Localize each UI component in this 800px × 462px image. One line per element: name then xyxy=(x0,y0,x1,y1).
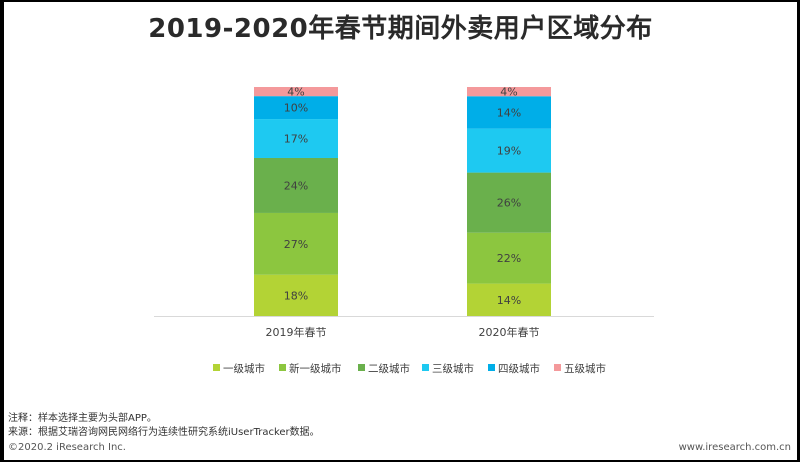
stacked-bar-chart: 18% 27% 24% 17% 10% 4% 2019年春节 14% 22% 26% 19% 14% 4… xyxy=(154,86,654,375)
data-label-2-6: 4% xyxy=(500,86,517,99)
bar-segment-2-4 xyxy=(467,128,551,173)
data-label-2-1: 14% xyxy=(497,294,521,307)
bar-segment-2-3 xyxy=(467,172,551,233)
data-label-1-5: 10% xyxy=(284,102,308,115)
bar-segment-2-1 xyxy=(467,283,551,316)
legend-label-5: 四级城市 xyxy=(498,362,540,375)
legend-swatch-6 xyxy=(554,364,561,371)
bar-segment-2-5 xyxy=(467,96,551,129)
note-text: 注释：样本选择主要为头部APP。 xyxy=(8,413,157,424)
legend-swatch-2 xyxy=(279,364,286,371)
legend-swatch-1 xyxy=(213,364,220,371)
legend-label-3: 二级城市 xyxy=(368,362,410,375)
legend-label-1: 一级城市 xyxy=(223,362,265,375)
legend-label-2: 新一级城市 xyxy=(289,362,342,375)
data-label-2-3: 26% xyxy=(497,197,521,210)
data-label-1-3: 24% xyxy=(284,179,308,192)
notes: 注释：样本选择主要为头部APP。 来源：根据艾瑞咨询网民网络行为连续性研究系统i… xyxy=(8,412,320,440)
data-label-1-6: 4% xyxy=(287,86,304,99)
legend-label-6: 五级城市 xyxy=(564,362,606,375)
data-label-1-1: 18% xyxy=(284,289,308,302)
bar-segment-2-6 xyxy=(467,87,551,97)
data-label-2-4: 19% xyxy=(497,145,521,158)
category-label-1: 2019年春节 xyxy=(266,325,327,339)
website-url: www.iresearch.com.cn xyxy=(678,442,791,453)
data-label-2-5: 14% xyxy=(497,106,521,119)
copyright: ©2020.2 iResearch Inc. xyxy=(8,442,126,453)
data-label-1-4: 17% xyxy=(284,133,308,146)
bar-segment-1-2 xyxy=(254,212,338,275)
bar-segment-1-1 xyxy=(254,274,338,316)
slide: 2019-2020年春节期间外卖用户区域分布 18% 27% 24% 17% 10% 4%… xyxy=(4,2,797,460)
legend-swatch-4 xyxy=(422,364,429,371)
bar-segment-1-3 xyxy=(254,157,338,213)
category-label-2: 2020年春节 xyxy=(479,325,540,339)
data-label-2-2: 22% xyxy=(497,252,521,265)
legend-swatch-5 xyxy=(488,364,495,371)
source-text: 来源：根据艾瑞咨询网民网络行为连续性研究系统iUserTracker数据。 xyxy=(8,427,320,438)
data-label-1-2: 27% xyxy=(284,238,308,251)
bar-segment-1-6 xyxy=(254,87,338,97)
legend-swatch-3 xyxy=(358,364,365,371)
chart-title: 2019-2020年春节期间外卖用户区域分布 xyxy=(148,14,653,44)
bar-segment-2-2 xyxy=(467,232,551,284)
legend-label-4: 三级城市 xyxy=(432,362,474,375)
bar-segment-1-4 xyxy=(254,119,338,158)
bar-segment-1-5 xyxy=(254,96,338,120)
